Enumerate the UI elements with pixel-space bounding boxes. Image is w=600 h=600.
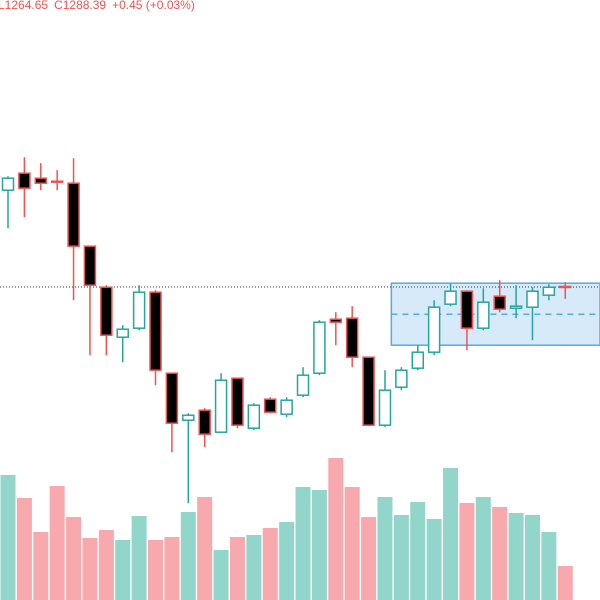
- candle-body: [378, 389, 392, 426]
- volume-bar: [115, 540, 131, 600]
- candle-body: [247, 404, 261, 429]
- candle-body: [100, 286, 113, 336]
- volume-bar: [180, 512, 196, 600]
- candle-body: [198, 409, 211, 435]
- volume-bar: [393, 515, 409, 600]
- candle-body: [493, 295, 506, 310]
- candle-body: [444, 290, 457, 305]
- volume-bar: [229, 537, 245, 600]
- candle-body: [395, 369, 408, 388]
- candle-body: [329, 318, 343, 323]
- candle-body: [83, 245, 97, 286]
- volume-bar: [524, 515, 540, 600]
- candle-body: [313, 321, 326, 374]
- volume-bar: [426, 519, 442, 600]
- volume-bar: [98, 530, 114, 600]
- candle-body: [34, 177, 48, 184]
- candle-body: [149, 291, 162, 371]
- volume-bar: [0, 475, 16, 600]
- legend-text: C1288.39: [54, 0, 106, 12]
- volume-bar: [148, 540, 164, 600]
- legend-text: L1264.65: [0, 0, 48, 12]
- volume-bar: [377, 497, 393, 600]
- volume-bar: [66, 517, 82, 600]
- candle-body: [132, 291, 146, 329]
- volume-bar: [311, 490, 327, 600]
- candle-body: [411, 351, 424, 369]
- volume-bar: [557, 566, 573, 600]
- candle-body: [263, 398, 277, 413]
- candle-body: [231, 377, 244, 426]
- candle-body: [526, 290, 539, 308]
- volume-bar: [16, 498, 32, 600]
- volume-bar: [295, 487, 311, 600]
- volume-bar: [344, 487, 360, 600]
- volume-bar: [164, 537, 180, 600]
- volume-bar: [508, 513, 524, 600]
- candle-body: [345, 317, 359, 358]
- candle-body: [1, 177, 15, 191]
- candle-body: [116, 328, 129, 338]
- candle-body: [427, 306, 441, 353]
- volume-bar: [246, 535, 262, 600]
- candle-body: [559, 285, 572, 289]
- candle-body: [296, 374, 310, 396]
- volume-bar: [328, 458, 344, 600]
- candle-body: [509, 305, 523, 309]
- volume-bar: [443, 468, 459, 600]
- volume-bar: [541, 532, 557, 600]
- volume-bar: [131, 516, 147, 600]
- volume-bar: [361, 517, 377, 600]
- volume-bar: [475, 497, 491, 600]
- volume-bar: [459, 503, 475, 600]
- candle-body: [165, 372, 179, 424]
- volume-bar: [213, 550, 229, 600]
- candle-body: [67, 182, 80, 247]
- volume-bar: [492, 507, 508, 600]
- volume-bar: [33, 532, 49, 600]
- volume-bar: [410, 502, 426, 600]
- candle-body: [460, 290, 474, 329]
- candle-body: [477, 301, 490, 329]
- candle-body: [280, 399, 293, 415]
- volume-bar: [49, 486, 65, 600]
- candle-body: [214, 379, 228, 433]
- candle-body: [50, 180, 64, 183]
- candle-body: [182, 414, 195, 421]
- legend-text: +0.45 (+0.03%): [112, 0, 195, 12]
- volume-bar: [82, 538, 98, 600]
- volume-bar: [279, 522, 295, 600]
- candle-body: [542, 286, 556, 296]
- candle-body: [362, 356, 375, 426]
- volume-bar: [197, 497, 213, 600]
- volume-bar: [262, 528, 278, 600]
- candle-body: [18, 172, 31, 189]
